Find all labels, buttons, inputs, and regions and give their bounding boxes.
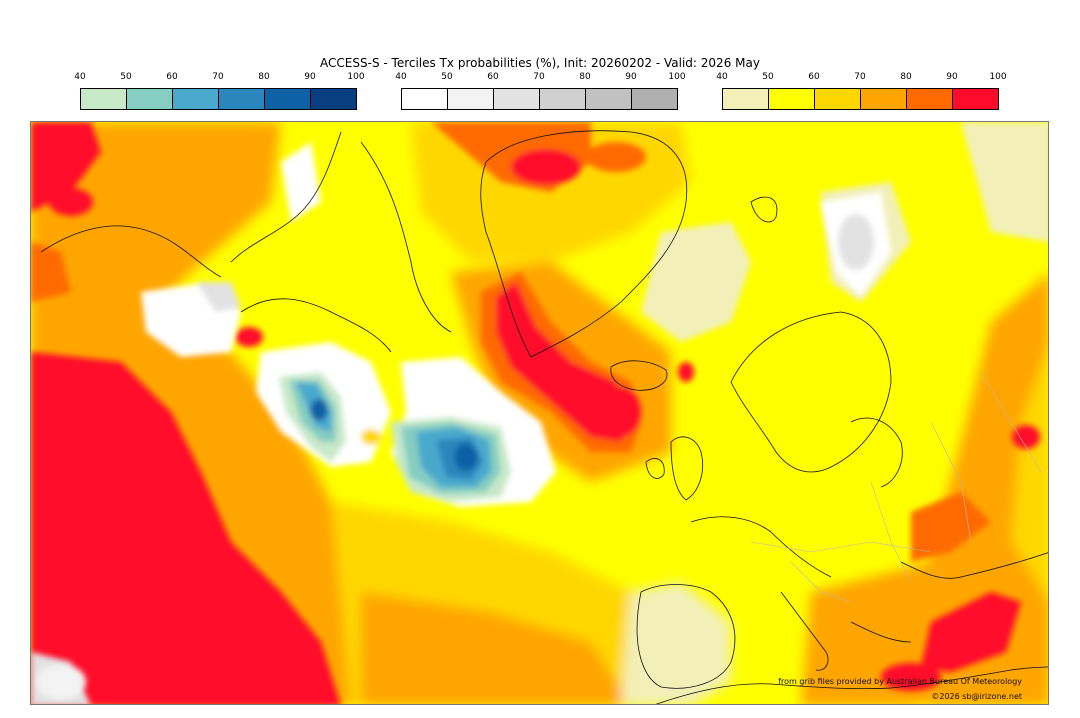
legend-tick: 80 [258, 72, 270, 82]
legend-tick: 60 [166, 72, 178, 82]
legend-tick: 90 [625, 72, 637, 82]
legend-tick: 100 [989, 72, 1007, 82]
legend-swatch [907, 89, 953, 109]
legend-swatch [586, 89, 632, 109]
legend-tick: 100 [347, 72, 365, 82]
legend-swatch [219, 89, 265, 109]
legend-swatch [81, 89, 127, 109]
chart-title: ACCESS-S - Terciles Tx probabilities (%)… [320, 56, 760, 70]
legend-below-bar [80, 88, 357, 110]
legend-tick: 80 [900, 72, 912, 82]
legend-tick: 40 [395, 72, 407, 82]
country-borders [750, 371, 1042, 603]
legend-tick: 70 [854, 72, 866, 82]
legend-swatch [127, 89, 173, 109]
legend-swatch [815, 89, 861, 109]
legend-swatch [953, 89, 998, 109]
legend-normal-bar [401, 88, 678, 110]
legend-near-normal: 40 50 60 70 80 90 100 [395, 72, 701, 114]
legend-swatch [173, 89, 219, 109]
legend-swatch [861, 89, 907, 109]
legend-swatch [311, 89, 356, 109]
legend-tick: 80 [579, 72, 591, 82]
legend-tick: 40 [74, 72, 86, 82]
legend-tick: 70 [533, 72, 545, 82]
legend-swatch [402, 89, 448, 109]
legend-above-bar [722, 88, 999, 110]
legend-tick: 40 [716, 72, 728, 82]
legend-above-normal: 40 50 60 70 80 90 100 [716, 72, 1022, 114]
coastlines [40, 130, 1048, 704]
legend-tick: 90 [304, 72, 316, 82]
legend-tick: 70 [212, 72, 224, 82]
legend-swatch [769, 89, 815, 109]
legend-tick: 90 [946, 72, 958, 82]
map-canvas [31, 122, 1048, 704]
legend-tick: 50 [762, 72, 774, 82]
legend-tick: 100 [668, 72, 686, 82]
legend-tick: 60 [487, 72, 499, 82]
probability-map[interactable]: from grib files provided by Australian B… [30, 121, 1049, 705]
legend-above-ticks: 40 50 60 70 80 90 100 [716, 72, 1022, 84]
legend-swatch [494, 89, 540, 109]
legend-below-normal: 40 50 60 70 80 90 100 [74, 72, 380, 114]
field-normal-below-layers [31, 142, 891, 704]
field-detail-layers [31, 122, 1048, 704]
legend-normal-ticks: 40 50 60 70 80 90 100 [395, 72, 701, 84]
legend-below-ticks: 40 50 60 70 80 90 100 [74, 72, 380, 84]
data-source-credit: from grib files provided by Australian B… [778, 677, 1022, 686]
legend-swatch [540, 89, 586, 109]
legend-tick: 50 [120, 72, 132, 82]
legend-tick: 60 [808, 72, 820, 82]
legend-swatch [448, 89, 494, 109]
legend-swatch [265, 89, 311, 109]
copyright-credit: ©2026 sb@irizone.net [931, 692, 1022, 701]
legend-swatch [723, 89, 769, 109]
legend-tick: 50 [441, 72, 453, 82]
legend-swatch [632, 89, 677, 109]
